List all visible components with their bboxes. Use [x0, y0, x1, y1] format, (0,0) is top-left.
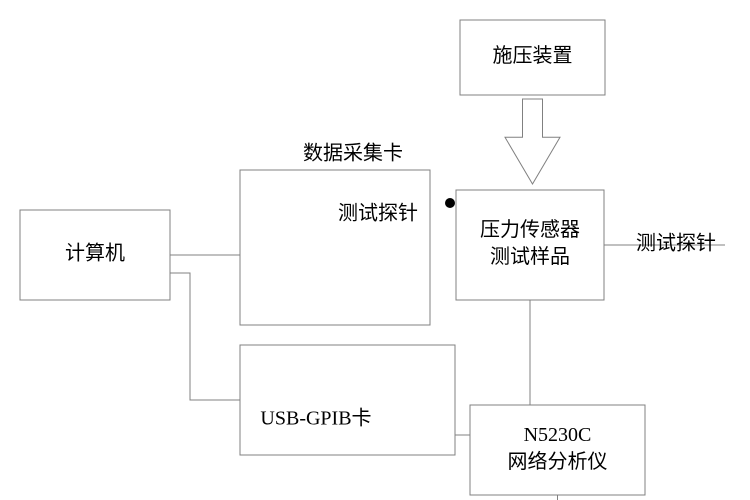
daq-box [240, 170, 430, 325]
network-box [470, 405, 645, 495]
daq_title: 数据采集卡 [303, 142, 403, 165]
network-label: 网络分析仪 [508, 450, 608, 473]
usb_gpib_label: USB-GPIB卡 [260, 407, 371, 430]
sample-label: 压力传感器 [480, 218, 580, 241]
probe_left: 测试探针 [338, 202, 418, 225]
usb_gpib-box [240, 345, 455, 455]
sensor-dot-icon [445, 198, 455, 208]
sample-box [456, 190, 604, 300]
sample-label: 测试样品 [490, 245, 570, 268]
system-block-diagram: 计算机压力传感器测试样品施压装置N5230C网络分析仪数据采集卡测试探针测试探针… [0, 0, 750, 500]
network-label: N5230C [524, 424, 592, 446]
probe_right: 测试探针 [636, 232, 716, 255]
computer-label: 计算机 [65, 242, 125, 265]
pressure-label: 施压装置 [493, 44, 573, 67]
